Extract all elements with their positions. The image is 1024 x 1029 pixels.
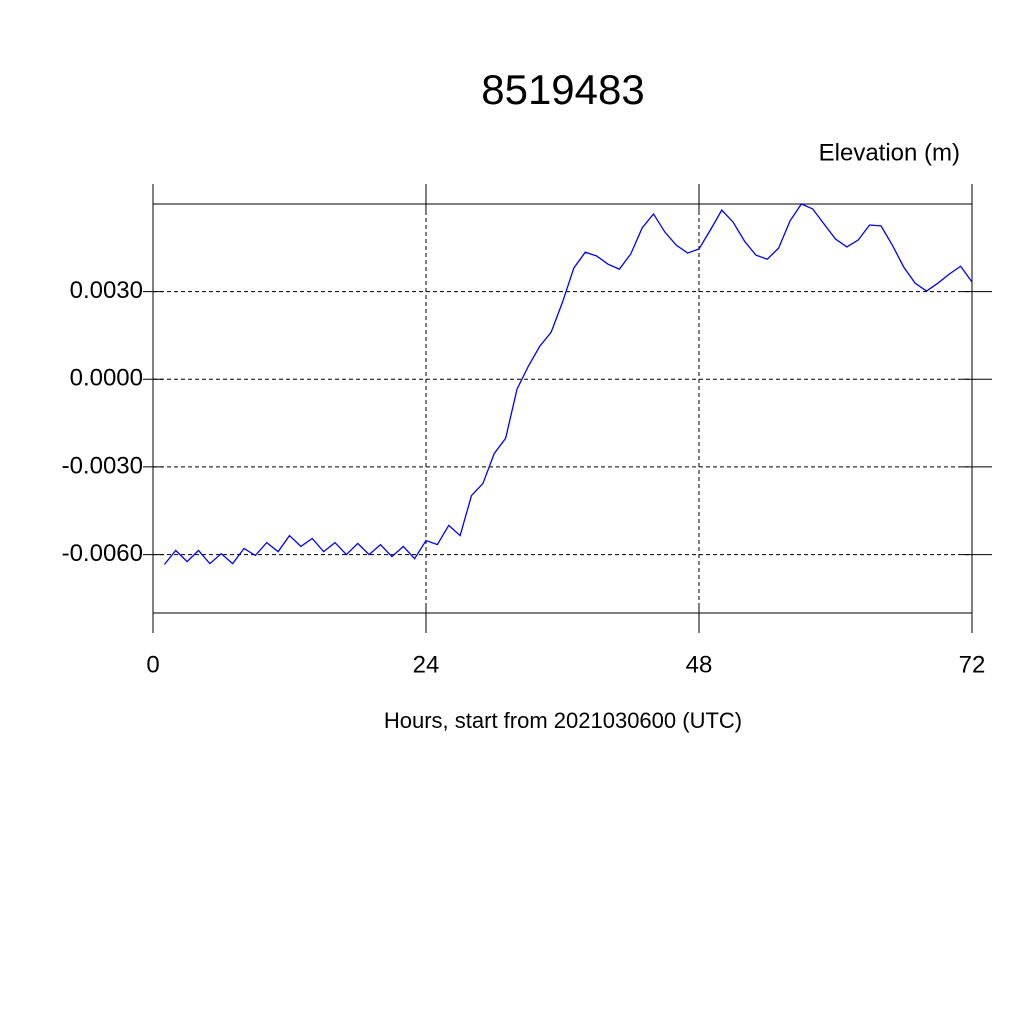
x-axis-label: Hours, start from 2021030600 (UTC) xyxy=(384,708,742,733)
y-tick-label: 0.0000 xyxy=(70,365,143,392)
x-tick-label: 0 xyxy=(146,651,159,678)
y-tick-label: -0.0030 xyxy=(62,452,143,479)
y-tick-label: -0.0060 xyxy=(62,540,143,567)
y-tick-label: 0.0030 xyxy=(70,277,143,304)
chart-title: 8519483 xyxy=(481,66,645,113)
x-tick-label: 48 xyxy=(686,651,713,678)
plot-frame xyxy=(152,203,973,614)
x-tick-label: 72 xyxy=(959,651,986,678)
data-line xyxy=(163,203,973,565)
x-tick-label: 24 xyxy=(413,651,440,678)
y-axis-label: Elevation (m) xyxy=(819,139,960,166)
